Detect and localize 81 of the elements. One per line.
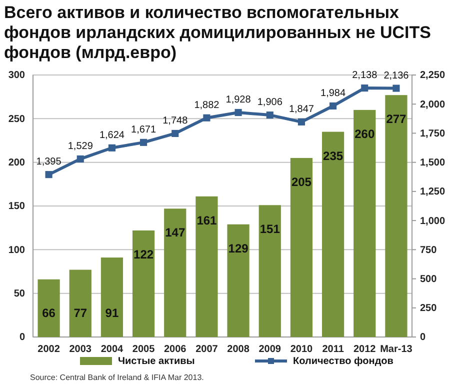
data-label: 205	[291, 174, 312, 189]
data-label: 1,928	[226, 94, 252, 106]
data-label: 161	[196, 213, 218, 228]
data-label: 2,136	[384, 70, 410, 82]
y2-tick-label: 500	[420, 274, 438, 285]
y-tick-label: 50	[14, 288, 26, 300]
x-tick-label: 2010	[290, 344, 314, 356]
x-tick-label: 2002	[38, 344, 60, 356]
bar	[290, 158, 313, 337]
data-label: 77	[74, 306, 88, 320]
x-tick-label: 2008	[227, 344, 250, 356]
bar	[196, 196, 218, 337]
data-label: 1,624	[99, 130, 125, 141]
data-label: 1,748	[162, 115, 188, 126]
point	[108, 144, 116, 152]
data-label: 122	[134, 247, 154, 262]
data-label: 1,882	[194, 100, 220, 111]
data-label: 260	[354, 126, 375, 141]
y2-tick-label: 1,000	[420, 216, 446, 227]
data-label: 235	[323, 148, 344, 163]
y2-tick-label: 1,500	[420, 158, 446, 169]
legend-label: Количество фондов	[293, 356, 394, 367]
x-tick-label: 2003	[69, 344, 92, 356]
legend-label: Чистые активы	[118, 356, 195, 367]
point	[361, 84, 368, 92]
y2-tick-label: 1,250	[420, 186, 446, 198]
x-tick-label: 2009	[258, 344, 282, 356]
point	[392, 84, 400, 92]
data-label: 277	[386, 112, 407, 126]
data-label: 66	[42, 306, 56, 320]
bar	[227, 224, 250, 337]
point	[298, 118, 305, 126]
data-label: 1,906	[257, 97, 283, 108]
bar	[354, 110, 376, 337]
point	[76, 155, 84, 162]
data-label: 1,671	[131, 124, 156, 136]
point	[203, 114, 210, 122]
data-label: 1,395	[36, 156, 62, 168]
y-tick-label: 0	[19, 332, 26, 344]
bar	[38, 279, 60, 337]
data-label: 147	[165, 226, 186, 240]
y2-tick-label: 2,000	[420, 99, 446, 110]
data-label: 1,529	[68, 140, 94, 152]
y-tick-label: 250	[8, 114, 26, 125]
y-tick-label: 150	[8, 201, 26, 212]
chart-title: Всего активов и количество вспомогательных фондов ирландских домицилированных не UCITS фондов (млрд.евро)	[4, 3, 432, 62]
bar	[385, 95, 408, 337]
y2-tick-label: 250	[420, 303, 438, 314]
y-tick-label: 300	[8, 70, 26, 82]
source-note: Source: Central Bank of Ireland & IFIA Mar 2013.	[30, 373, 204, 382]
point	[140, 138, 148, 146]
x-tick-label: 2012	[354, 344, 376, 356]
bar	[132, 230, 155, 337]
bar	[164, 208, 186, 337]
y2-tick-label: 1,750	[420, 128, 446, 140]
point	[330, 102, 337, 110]
data-label: 1,984	[320, 88, 346, 99]
y-tick-label: 100	[8, 244, 26, 256]
bar	[258, 205, 281, 337]
x-tick-label: 2004	[100, 344, 124, 356]
y2-tick-label: 2,250	[420, 70, 446, 82]
bar	[322, 132, 344, 337]
x-tick-label: 2007	[196, 344, 218, 356]
data-label: 151	[260, 222, 280, 236]
bar	[69, 270, 92, 337]
data-label: 2,138	[352, 70, 378, 82]
x-tick-label: Mar-13	[380, 344, 413, 356]
data-label: 129	[228, 241, 249, 256]
point	[266, 112, 274, 119]
y2-tick-label: 750	[420, 244, 438, 256]
point	[45, 171, 52, 178]
data-label: 1,847	[288, 104, 314, 115]
x-tick-label: 2006	[164, 344, 187, 356]
x-tick-label: 2005	[132, 344, 156, 356]
point	[234, 108, 242, 116]
x-tick-label: 2011	[322, 344, 344, 356]
data-label: 91	[105, 306, 119, 320]
y2-tick-label: 0	[420, 332, 426, 344]
bar	[100, 258, 124, 337]
point	[172, 130, 179, 137]
y-tick-label: 200	[8, 158, 26, 169]
